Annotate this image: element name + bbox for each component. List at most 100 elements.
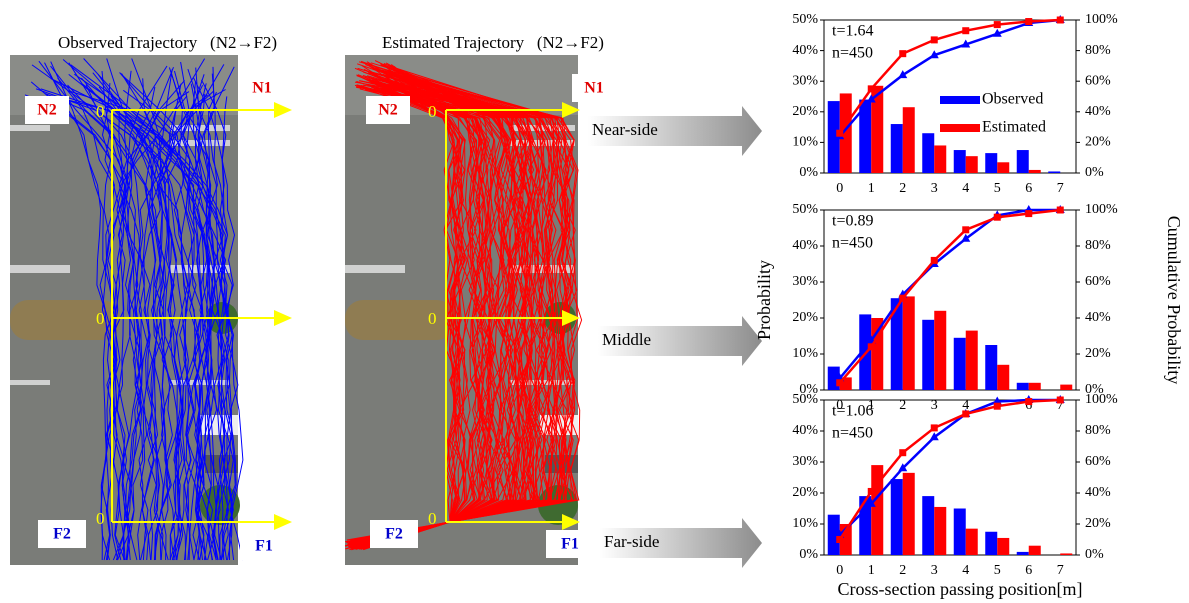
bar: [1017, 150, 1029, 173]
node-label: F2: [53, 526, 71, 543]
node-label: F2: [385, 526, 403, 543]
figure: 0 0 0 0 0 0 Observed Trajectory (N2→F2) …: [0, 0, 1189, 603]
line-marker: [1057, 207, 1064, 214]
x-tick-label: 5: [994, 181, 1001, 196]
x-tick-label: 4: [962, 181, 969, 196]
bar: [922, 496, 934, 555]
y-tick-label: 0%: [799, 547, 818, 562]
bar: [934, 145, 946, 173]
annotation: t=1.06: [832, 403, 873, 420]
node-label: F1: [561, 536, 579, 553]
bar: [1029, 383, 1041, 390]
line-marker: [962, 410, 969, 417]
bar: [1029, 170, 1041, 173]
legend-label: Observed: [982, 91, 1043, 108]
bar: [891, 124, 903, 173]
x-axis-label: Cross-section passing position[m]: [838, 579, 1083, 599]
line-marker: [1025, 18, 1032, 25]
bar: [954, 150, 966, 173]
y2-tick-label: 80%: [1085, 43, 1111, 58]
node-label: N1: [584, 80, 604, 97]
y2-tick-label: 80%: [1085, 423, 1111, 438]
line-marker: [868, 488, 875, 495]
x-tick-label: 3: [931, 181, 938, 196]
annotation: n=450: [832, 45, 873, 62]
line-marker: [868, 85, 875, 92]
bar: [985, 153, 997, 173]
y-tick-label: 40%: [792, 423, 818, 438]
bar: [1017, 552, 1029, 555]
x-tick-label: 6: [1025, 181, 1032, 196]
y-tick-label: 50%: [792, 202, 818, 217]
y-tick-label: 50%: [792, 392, 818, 407]
y-tick-label: 40%: [792, 238, 818, 253]
y2-tick-label: 60%: [1085, 73, 1111, 88]
line-marker: [899, 449, 906, 456]
bar: [985, 345, 997, 390]
origin-label: 0: [428, 309, 437, 328]
line-marker: [1025, 210, 1032, 217]
origin-label: 0: [96, 102, 105, 121]
line-marker: [899, 295, 906, 302]
line-marker: [1057, 17, 1064, 24]
x-tick-label: 1: [868, 563, 875, 578]
panel-title: Observed Trajectory (N2→F2): [58, 33, 277, 52]
bar: [903, 473, 915, 555]
bar: [985, 532, 997, 555]
bar: [966, 156, 978, 173]
y2-tick-label: 100%: [1085, 12, 1118, 27]
line-marker: [836, 536, 843, 543]
line-marker: [931, 257, 938, 264]
y2-tick-label: 100%: [1085, 202, 1118, 217]
bar: [1029, 546, 1041, 555]
y-tick-label: 10%: [792, 346, 818, 361]
annotation: t=0.89: [832, 213, 873, 230]
annotation: n=450: [832, 235, 873, 252]
line-marker: [994, 214, 1001, 221]
node-label: F1: [255, 538, 273, 555]
section-arrows: Near-side Middle Far-side: [588, 106, 762, 568]
bar: [997, 538, 1009, 555]
y2-tick-label: 0%: [1085, 165, 1104, 180]
section-label: Near-side: [592, 120, 658, 139]
bar: [922, 320, 934, 390]
y-tick-label: 0%: [799, 165, 818, 180]
y-tick-label: 40%: [792, 43, 818, 58]
origin-label: 0: [96, 509, 105, 528]
y2-tick-label: 20%: [1085, 346, 1111, 361]
line-marker: [899, 50, 906, 57]
y2-tick-label: 20%: [1085, 135, 1111, 150]
line-marker: [931, 424, 938, 431]
bar: [1048, 171, 1060, 173]
origin-label: 0: [428, 102, 437, 121]
y2-tick-label: 40%: [1085, 104, 1111, 119]
x-tick-label: 6: [1025, 563, 1032, 578]
y-tick-label: 10%: [792, 135, 818, 150]
legend-label: Estimated: [982, 119, 1046, 136]
y2-tick-label: 20%: [1085, 516, 1111, 531]
bar: [903, 107, 915, 173]
bar: [903, 296, 915, 390]
panel-title: Estimated Trajectory (N2→F2): [382, 33, 604, 52]
bar: [891, 479, 903, 555]
bar: [997, 365, 1009, 390]
bar: [966, 529, 978, 555]
bar: [997, 162, 1009, 173]
y2-tick-label: 100%: [1085, 392, 1118, 407]
bar: [1017, 383, 1029, 390]
annotation: t=1.64: [832, 23, 873, 40]
bar: [1060, 553, 1072, 555]
x-tick-label: 4: [962, 563, 969, 578]
line-marker: [994, 403, 1001, 410]
y-axis-label: Probability: [754, 260, 774, 340]
bar: [934, 311, 946, 390]
y2-tick-label: 40%: [1085, 310, 1111, 325]
y-tick-label: 20%: [792, 104, 818, 119]
y-tick-label: 10%: [792, 516, 818, 531]
x-tick-label: 7: [1057, 563, 1064, 578]
line-marker: [836, 130, 843, 137]
node-label: N1: [252, 80, 272, 97]
line-marker: [962, 27, 969, 34]
y2-tick-label: 0%: [1085, 547, 1104, 562]
